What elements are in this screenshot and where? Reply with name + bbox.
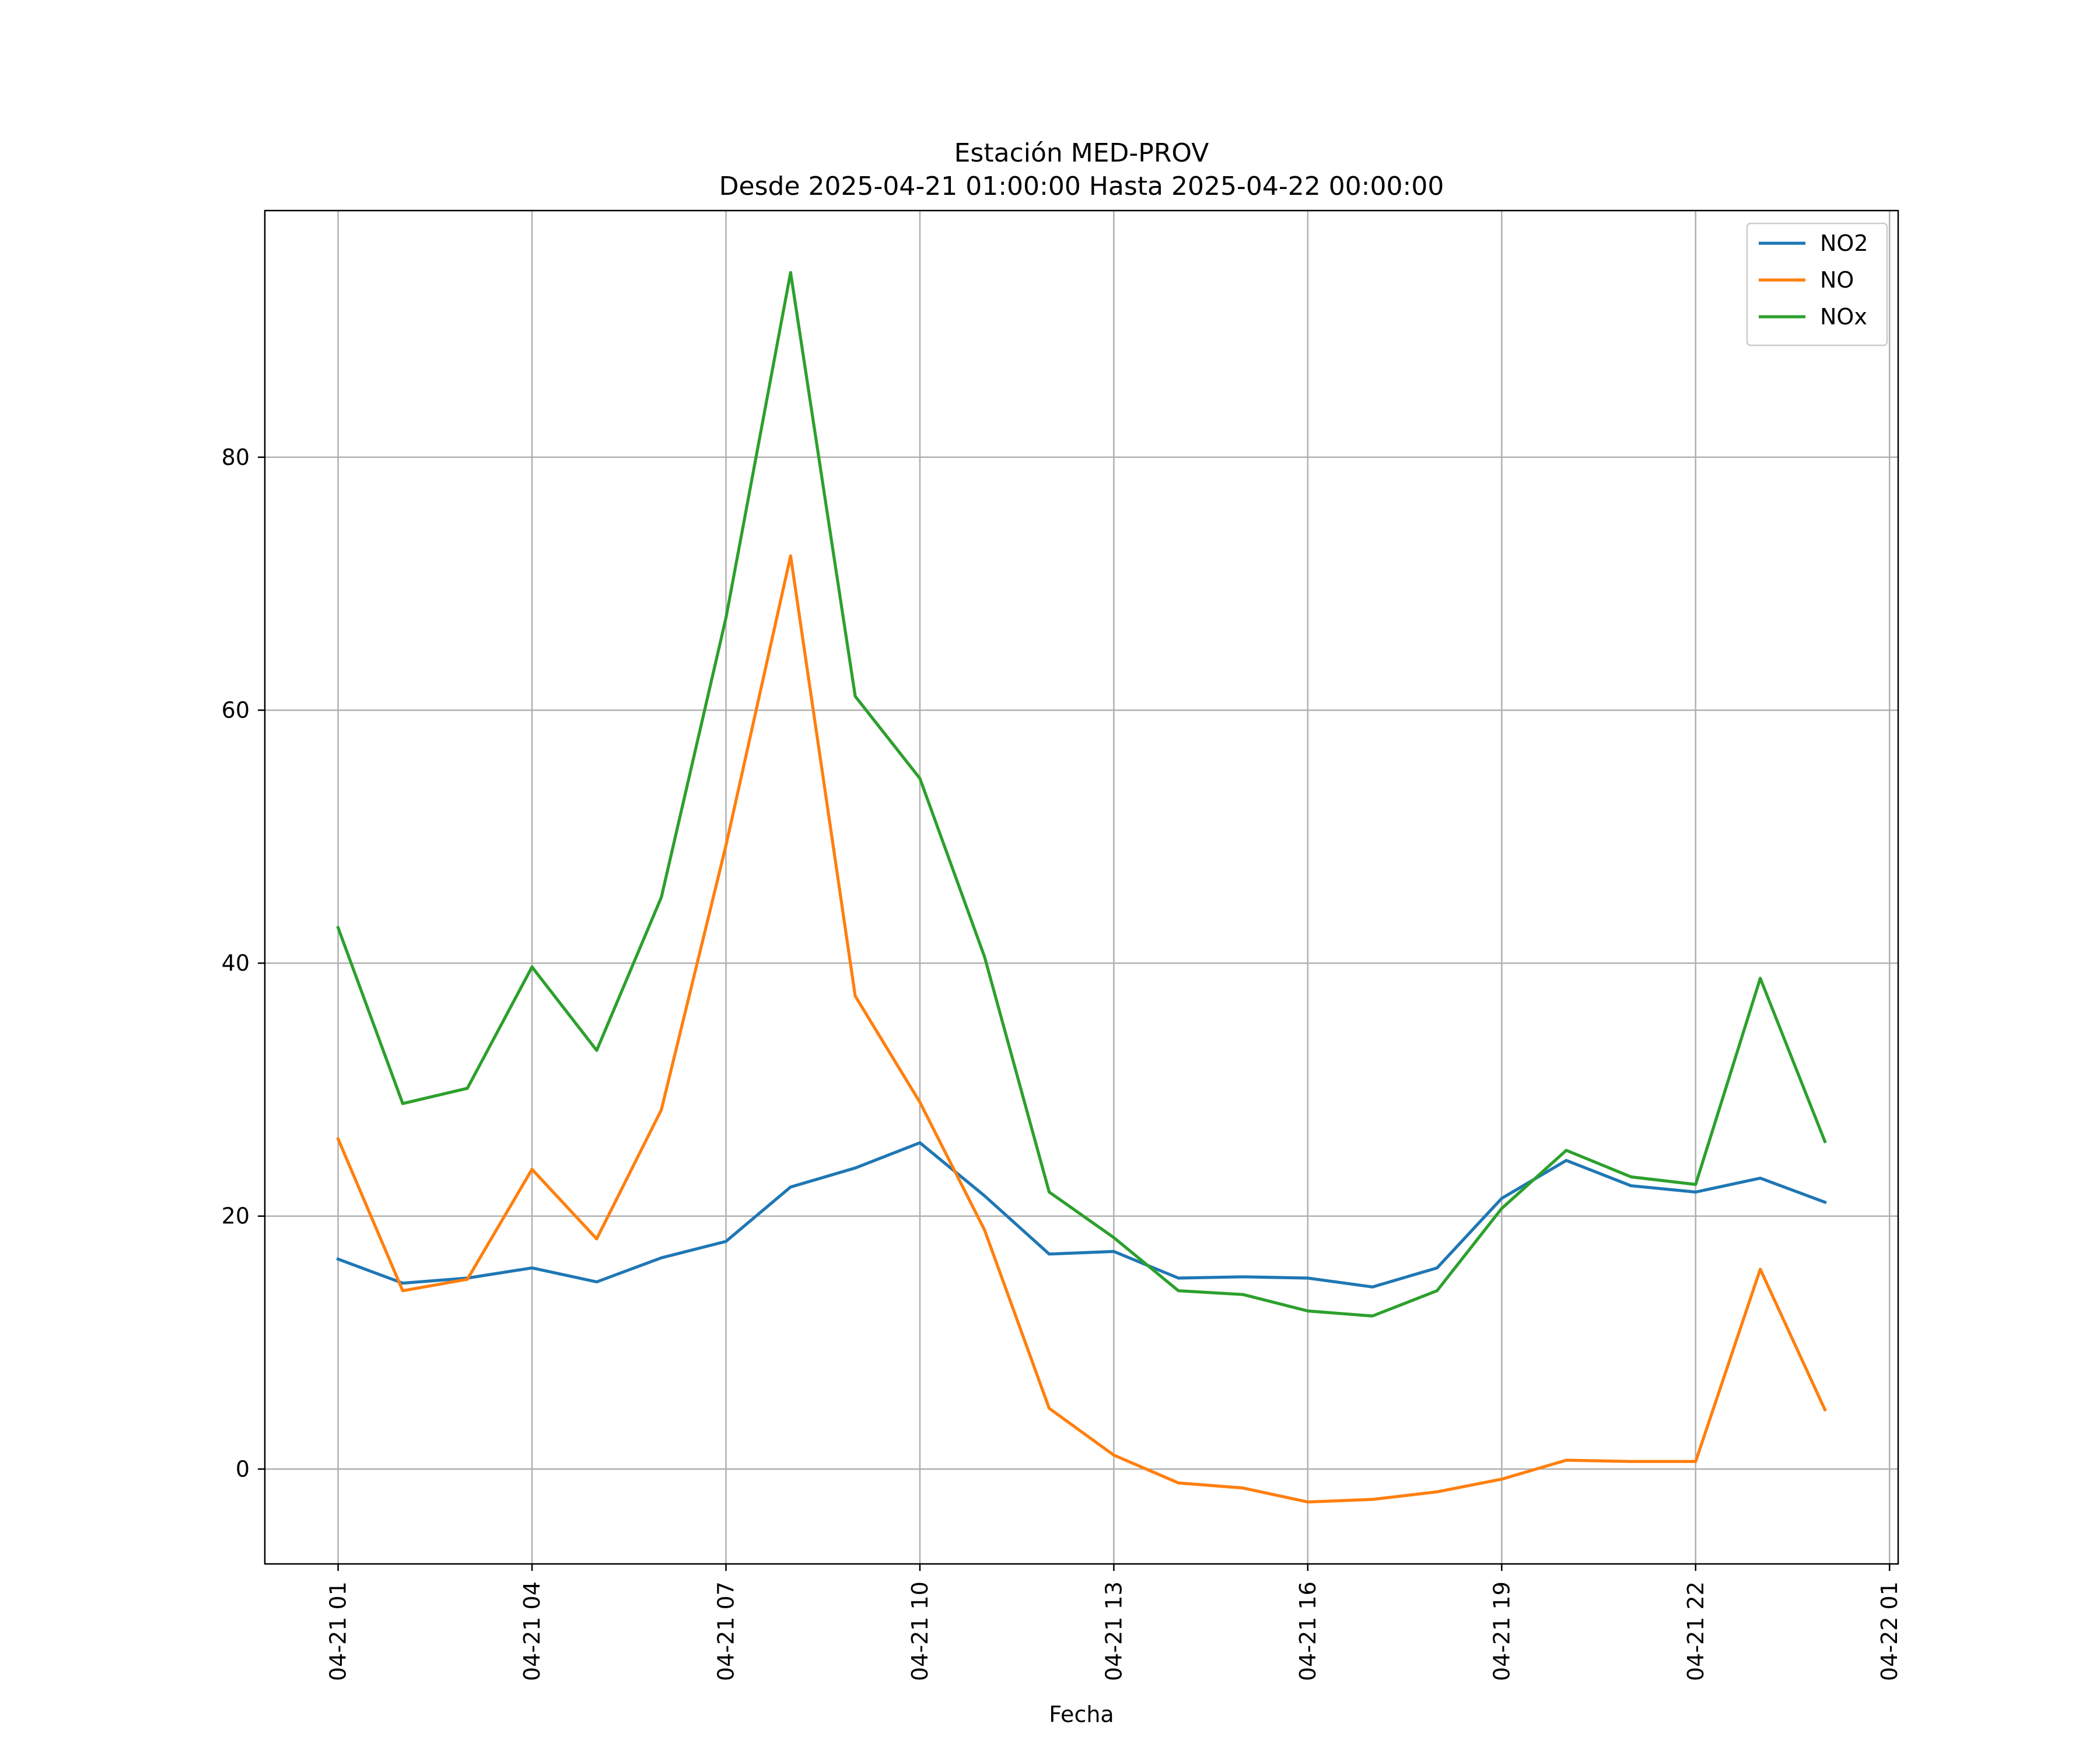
x-axis-label: Fecha [1049, 1702, 1114, 1727]
y-tick-label: 60 [222, 697, 250, 723]
x-tick-label: 04-21 16 [1295, 1581, 1321, 1681]
series-line-no [336, 554, 1827, 1504]
x-tick-label: 04-21 13 [1101, 1581, 1126, 1681]
plot-area-frame [264, 209, 1899, 1565]
chart-subtitle: Desde 2025-04-21 01:00:00 Hasta 2025-04-… [719, 172, 1444, 201]
x-tick-label: 04-22 01 [1877, 1581, 1902, 1681]
y-tick-label: 0 [236, 1456, 250, 1482]
x-tick-label: 04-21 22 [1683, 1581, 1709, 1681]
y-tick-label: 20 [222, 1203, 250, 1229]
y-tick-label: 40 [222, 950, 250, 976]
legend-label-nox: NOx [1820, 304, 1867, 330]
x-tick-label: 04-21 01 [326, 1581, 351, 1681]
series-line-nox [336, 271, 1827, 1318]
x-tick-label: 04-21 04 [519, 1581, 545, 1681]
legend-box [1746, 222, 1888, 346]
legend-label-no: NO [1820, 267, 1854, 293]
x-axis-ticks: 04-21 01 04-21 04 04-21 07 04-21 10 04-21 13… [326, 1564, 1902, 1681]
y-tick-label: 80 [222, 444, 250, 470]
series-line-no2 [336, 1141, 1827, 1289]
chart-title: Estación MED-PROV [954, 138, 1209, 168]
x-tick-label: 04-21 10 [907, 1581, 933, 1681]
legend: NO2 NO NOx [1746, 222, 1888, 346]
x-tick-label: 04-21 07 [713, 1581, 739, 1681]
x-tick-label: 04-21 19 [1489, 1581, 1514, 1681]
legend-label-no2: NO2 [1820, 230, 1868, 256]
series-layer [336, 271, 1827, 1504]
y-axis-ticks: 0 20 40 60 80 [222, 444, 265, 1482]
